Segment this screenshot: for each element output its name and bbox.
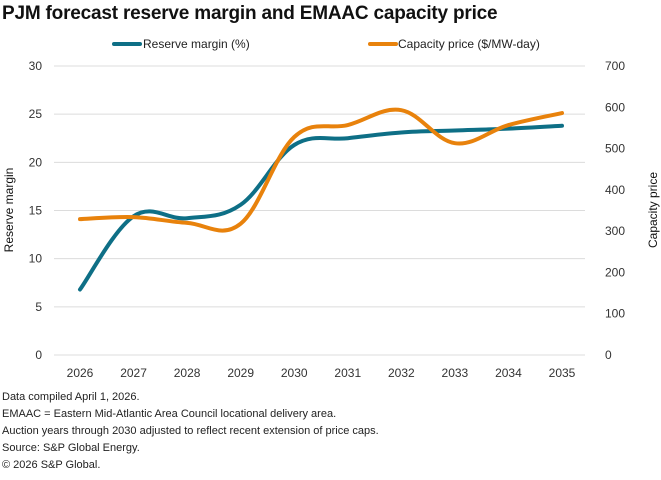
chart: 0 5 10 15 20 25 30 0 100 200 300 400 500 600 700 2026… — [2, 37, 660, 380]
right-axis-tick-label: 600 — [605, 100, 625, 114]
x-axis-tick-label: 2033 — [442, 366, 469, 380]
legend-label-capacity-price: Capacity price ($/MW-day) — [398, 37, 540, 51]
right-axis-tick-label: 0 — [605, 348, 612, 362]
note-copyright: © 2026 S&P Global. — [2, 459, 101, 471]
series-line-reserve-margin — [78, 123, 564, 292]
legend-label-reserve-margin: Reserve margin (%) — [143, 37, 250, 51]
chart-notes: Data compiled April 1, 2026. EMAAC = Eas… — [2, 389, 379, 474]
gridlines — [54, 65, 585, 356]
x-axis-tick-label: 2030 — [281, 366, 308, 380]
series-lines — [78, 107, 564, 292]
left-axis-tick-label: 25 — [29, 107, 43, 121]
x-axis-tick-label: 2031 — [334, 366, 361, 380]
right-axis-tick-label: 500 — [605, 142, 625, 156]
legend-item-capacity-price: Capacity price ($/MW-day) — [368, 37, 540, 51]
right-axis-tick-label: 300 — [605, 224, 625, 238]
right-axis-tick-label: 700 — [605, 59, 625, 73]
left-axis-tick-label: 5 — [35, 300, 42, 314]
note-source: Source: S&P Global Energy. — [2, 442, 140, 454]
legend: Reserve margin (%) Capacity price ($/MW-d… — [112, 37, 540, 51]
x-axis-tick-label: 2028 — [174, 366, 201, 380]
x-axis-ticks: 2026 2027 2028 2029 2030 2031 2032 2033 2034 2035 — [67, 366, 576, 380]
note-emaac-definition: EMAAC = Eastern Mid-Atlantic Area Counci… — [2, 408, 337, 420]
x-axis-tick-label: 2026 — [67, 366, 94, 380]
left-axis-tick-label: 15 — [29, 204, 43, 218]
legend-item-reserve-margin: Reserve margin (%) — [112, 37, 250, 51]
right-axis-tick-label: 100 — [605, 307, 625, 321]
right-axis-tick-label: 400 — [605, 183, 625, 197]
note-data-compiled: Data compiled April 1, 2026. — [2, 391, 140, 403]
x-axis-tick-label: 2032 — [388, 366, 415, 380]
x-axis-tick-label: 2035 — [549, 366, 576, 380]
x-axis-tick-label: 2029 — [227, 366, 254, 380]
chart-title: PJM forecast reserve margin and EMAAC ca… — [2, 3, 498, 24]
left-axis-tick-label: 0 — [35, 348, 42, 362]
right-axis-tick-label: 200 — [605, 265, 625, 279]
left-axis-title: Reserve margin — [2, 168, 16, 253]
x-axis-tick-label: 2034 — [495, 366, 522, 380]
left-axis-ticks: 0 5 10 15 20 25 30 — [29, 59, 43, 362]
note-auction-years: Auction years through 2030 adjusted to r… — [2, 425, 379, 437]
x-axis-tick-label: 2027 — [120, 366, 147, 380]
right-axis-title: Capacity price — [646, 172, 660, 248]
left-axis-tick-label: 10 — [29, 252, 43, 266]
left-axis-tick-label: 20 — [29, 155, 43, 169]
right-axis-ticks: 0 100 200 300 400 500 600 700 — [605, 59, 625, 362]
series-line-capacity-price — [78, 107, 564, 233]
left-axis-tick-label: 30 — [29, 59, 43, 73]
